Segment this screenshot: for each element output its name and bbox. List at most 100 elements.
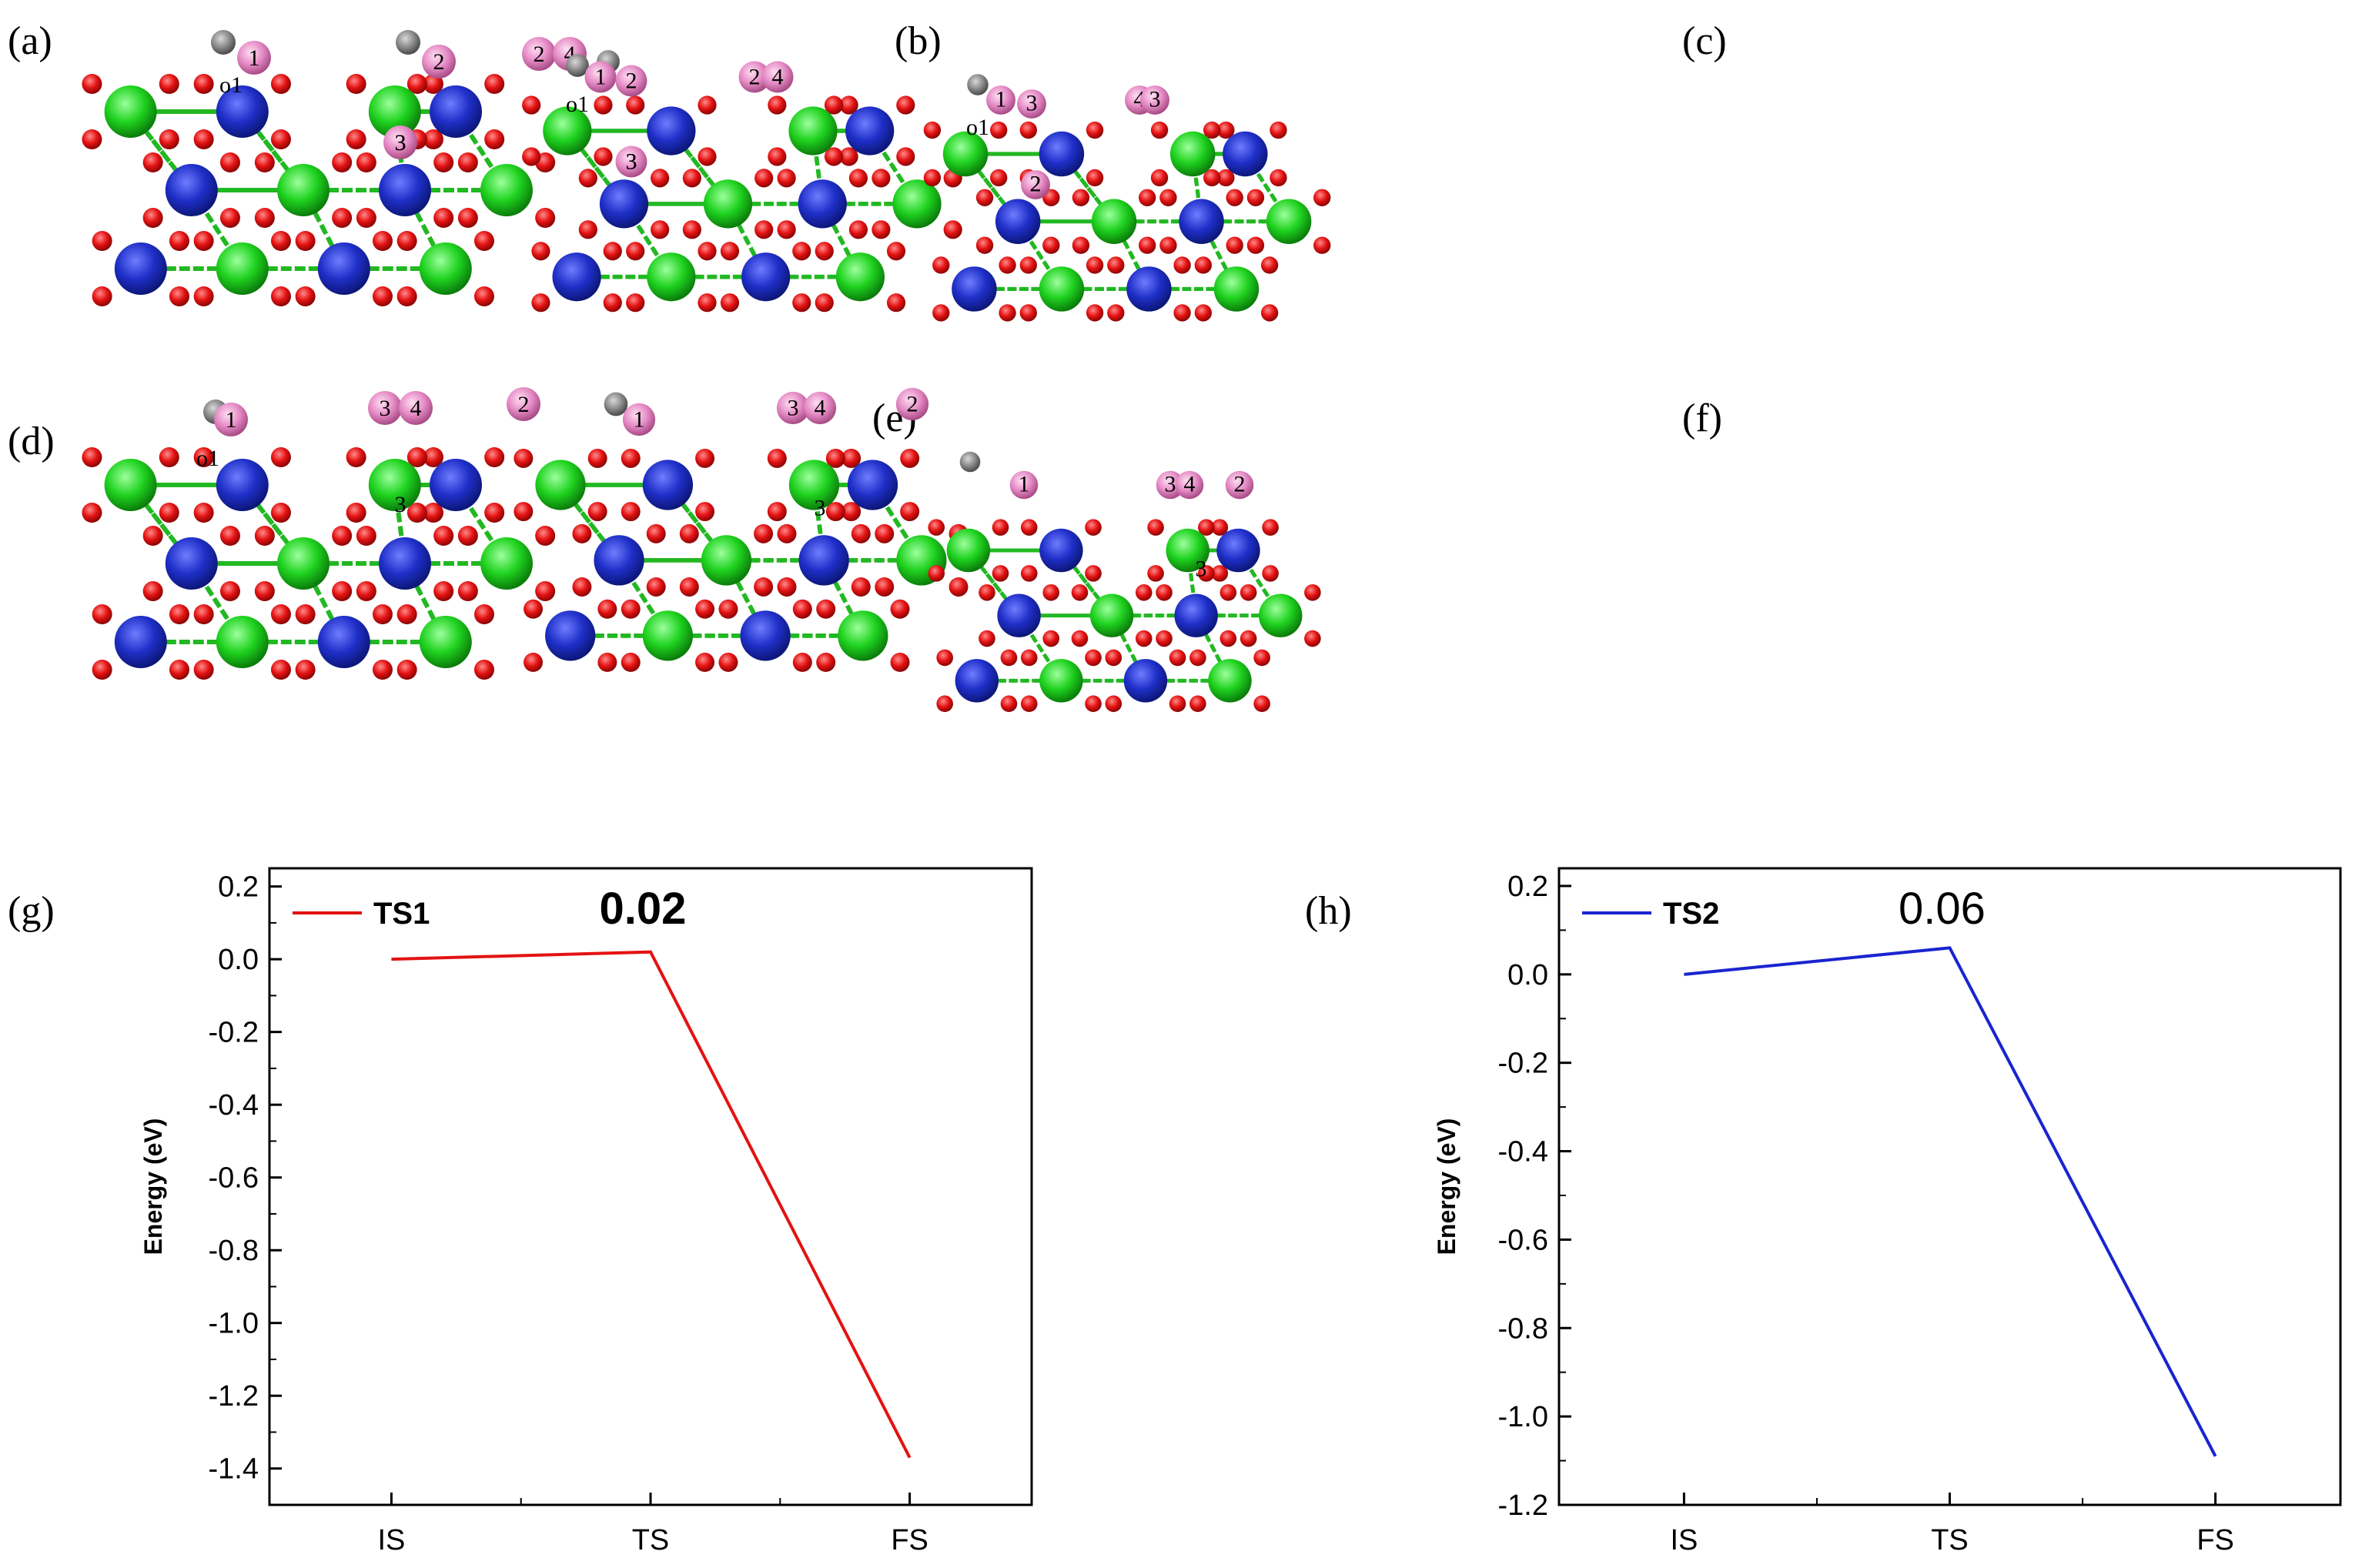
atom-number: 4 bbox=[410, 396, 422, 421]
oxygen-atom bbox=[356, 581, 376, 601]
y-axis-label: Energy (eV) bbox=[139, 1118, 167, 1255]
oxygen-atom bbox=[900, 502, 920, 522]
pink-atom bbox=[507, 387, 540, 421]
oxygen-atom bbox=[679, 523, 699, 543]
pink-atom bbox=[1140, 85, 1169, 115]
green-atom bbox=[1213, 266, 1260, 312]
oxygen-atom bbox=[1169, 649, 1186, 667]
oxygen-atom bbox=[646, 577, 666, 597]
oxygen-atom bbox=[1189, 695, 1206, 712]
oxygen-atom bbox=[1000, 695, 1018, 712]
oxygen-atom bbox=[1246, 236, 1265, 254]
blue-atom bbox=[1123, 659, 1168, 703]
green-atom bbox=[946, 528, 991, 573]
pink-atom bbox=[383, 125, 417, 159]
blue-atom bbox=[1174, 593, 1218, 637]
green-atom bbox=[277, 164, 330, 216]
oxygen-atom bbox=[169, 231, 189, 251]
green-atom bbox=[1089, 593, 1134, 637]
oxygen-atom bbox=[768, 95, 787, 115]
green-atom bbox=[419, 242, 472, 295]
oxygen-atom bbox=[872, 220, 891, 239]
oxygen-atom bbox=[1020, 565, 1038, 582]
y-tick-label: 0.0 bbox=[1507, 959, 1548, 991]
oxygen-atom bbox=[356, 526, 376, 546]
oxygen-atom bbox=[1173, 256, 1191, 274]
y-tick-label: -0.2 bbox=[1498, 1048, 1548, 1080]
oxygen-atom bbox=[990, 169, 1008, 187]
green-atom bbox=[642, 610, 694, 661]
pink-atom bbox=[214, 403, 248, 436]
oxygen-atom bbox=[824, 147, 844, 166]
oxygen-atom bbox=[792, 242, 811, 261]
atom-number: 3 bbox=[1149, 87, 1161, 112]
y-tick-label: -0.4 bbox=[1498, 1136, 1548, 1168]
atom-number: 3 bbox=[395, 130, 406, 155]
oxygen-atom bbox=[679, 577, 699, 597]
oxygen-atom bbox=[932, 256, 950, 274]
blue-atom bbox=[552, 252, 601, 302]
x-tick-label: IS bbox=[1670, 1524, 1698, 1556]
atom-number: 2 bbox=[907, 392, 918, 417]
y-tick-label: -1.2 bbox=[1498, 1489, 1548, 1522]
oxygen-atom bbox=[1086, 304, 1104, 322]
blue-atom bbox=[847, 460, 898, 510]
oxygen-atom bbox=[815, 293, 834, 313]
oxygen-atom bbox=[792, 293, 811, 313]
pink-atom bbox=[615, 145, 647, 178]
oxygen-atom bbox=[332, 208, 353, 228]
oxygen-atom bbox=[522, 147, 541, 166]
green-atom bbox=[1166, 528, 1209, 573]
oxygen-atom bbox=[872, 169, 891, 188]
blue-atom bbox=[545, 610, 596, 661]
atom-number: 3 bbox=[395, 130, 406, 155]
oxygen-atom bbox=[406, 503, 427, 523]
oxygen-atom bbox=[159, 447, 179, 467]
blue-atom bbox=[114, 242, 167, 295]
atom-number: 3 bbox=[1196, 556, 1207, 581]
oxygen-atom bbox=[695, 652, 715, 672]
oxygen-atom bbox=[193, 231, 214, 251]
oxygen-atom bbox=[597, 652, 617, 672]
pink-atom bbox=[522, 37, 556, 71]
y-tick-label: -0.2 bbox=[209, 1017, 259, 1049]
green-atom bbox=[535, 460, 586, 510]
oxygen-atom bbox=[1159, 189, 1177, 206]
oxygen-atom bbox=[626, 293, 645, 313]
series-line bbox=[391, 950, 912, 1459]
energy-charts: (g) 0.2 0.0 -0.2 -0.4 -0.6 -0.8 -1.0 -1.2 -1.4 IS T… bbox=[8, 867, 2342, 1556]
chart-g: (g) 0.2 0.0 -0.2 -0.4 -0.6 -0.8 -1.0 -1.2 -1.4 IS T… bbox=[8, 867, 1033, 1556]
oxygen-atom bbox=[219, 208, 240, 228]
blue-atom bbox=[216, 85, 269, 138]
oxygen-atom bbox=[406, 447, 427, 467]
oxygen-atom bbox=[928, 519, 945, 536]
oxygen-atom bbox=[923, 121, 942, 139]
oxygen-atom bbox=[254, 581, 275, 601]
oxygen-atom bbox=[270, 447, 291, 467]
oxygen-atom bbox=[848, 220, 868, 239]
oxygen-atom bbox=[767, 502, 787, 522]
y-tick-label: -1.2 bbox=[209, 1380, 259, 1413]
oxygen-atom bbox=[332, 581, 353, 601]
peak-annotation: 0.02 bbox=[600, 884, 687, 934]
atom-number: 2 bbox=[1030, 172, 1042, 197]
oxygen-atom bbox=[1072, 236, 1090, 254]
green-atom bbox=[1091, 199, 1137, 244]
atom-number: 2 bbox=[433, 49, 445, 75]
green-atom bbox=[835, 252, 885, 302]
oxygen-atom bbox=[928, 565, 945, 582]
oxygen-atom bbox=[621, 652, 641, 672]
oxygen-atom bbox=[1304, 630, 1321, 647]
oxygen-atom bbox=[587, 448, 607, 468]
oxygen-atom bbox=[254, 208, 275, 228]
blue-atom bbox=[1179, 199, 1224, 244]
blue-atom bbox=[430, 85, 482, 138]
plot-frame bbox=[268, 867, 1033, 1506]
oxygen-atom bbox=[82, 129, 102, 149]
blue-atom bbox=[642, 460, 694, 510]
green-atom bbox=[368, 85, 421, 138]
oxygen-atom bbox=[816, 652, 836, 672]
pink-atom bbox=[986, 85, 1015, 115]
oxygen-atom bbox=[594, 95, 613, 115]
